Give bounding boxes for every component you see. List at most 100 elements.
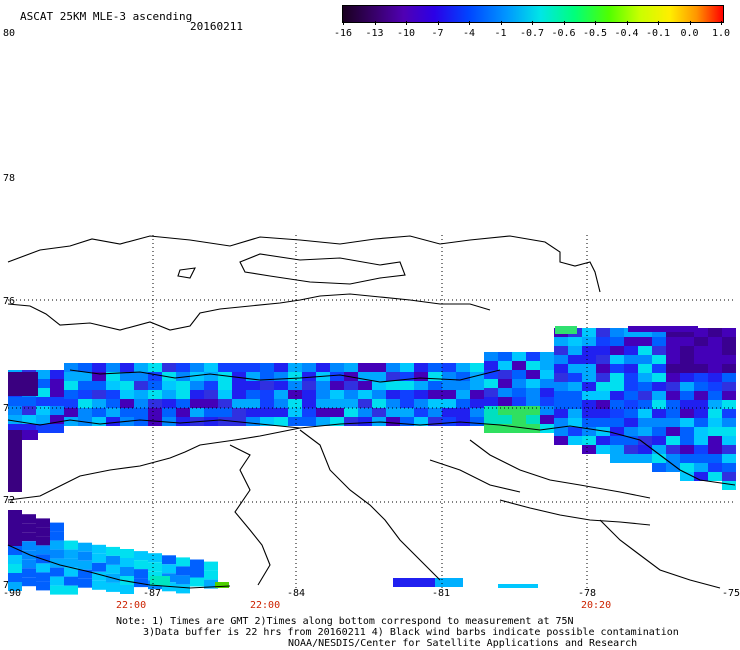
data-cell — [400, 408, 414, 417]
data-cell — [330, 381, 344, 390]
data-cell — [92, 553, 106, 563]
data-cell — [484, 424, 498, 433]
data-cell — [330, 390, 344, 399]
data-cell — [624, 346, 638, 355]
grid-lines — [8, 235, 735, 588]
data-cell — [666, 418, 680, 427]
data-cell — [50, 549, 64, 559]
data-cell — [694, 400, 708, 409]
data-cell — [106, 555, 120, 565]
data-cell — [624, 445, 638, 454]
data-cells — [8, 326, 736, 595]
data-cell — [666, 445, 680, 454]
data-cell — [680, 418, 694, 427]
data-cell — [148, 372, 162, 381]
data-cell — [22, 514, 36, 524]
data-cell — [106, 363, 120, 372]
data-cell — [232, 390, 246, 399]
data-cell — [470, 408, 484, 417]
data-cell — [568, 436, 582, 445]
data-cell — [722, 472, 736, 481]
data-cell — [50, 585, 64, 595]
data-cell — [414, 408, 428, 417]
colorbar-tick-mark — [500, 21, 502, 25]
data-cell — [64, 567, 78, 577]
coastlines — [7, 235, 736, 589]
data-cell — [288, 372, 302, 381]
data-cell — [582, 382, 596, 391]
colorbar-tick-mark — [343, 21, 344, 25]
data-cell — [204, 363, 218, 372]
data-cell — [64, 576, 78, 586]
data-cell — [498, 397, 512, 406]
data-cell — [400, 372, 414, 381]
data-cell — [428, 372, 442, 381]
data-cell — [694, 391, 708, 400]
data-cell — [638, 400, 652, 409]
data-cell — [708, 427, 722, 436]
data-cell — [92, 571, 106, 581]
data-cell — [218, 390, 232, 399]
data-cell — [470, 363, 484, 372]
data-cell — [120, 558, 134, 567]
data-cell — [176, 417, 190, 426]
data-cell — [652, 364, 666, 373]
data-cell — [582, 364, 596, 373]
data-cell — [470, 390, 484, 399]
data-cell — [134, 390, 148, 399]
data-cell — [8, 430, 22, 492]
data-cell — [638, 409, 652, 418]
data-cell — [190, 381, 204, 390]
data-cell — [694, 364, 708, 373]
data-cell — [190, 559, 204, 569]
data-cell — [134, 408, 148, 417]
data-cell — [92, 363, 106, 372]
data-cell — [302, 363, 316, 372]
data-cell — [386, 381, 400, 390]
data-cell — [722, 481, 736, 490]
data-cell — [358, 417, 372, 426]
data-cell — [36, 536, 50, 546]
data-cell — [78, 390, 92, 399]
colorbar-tick-label: -7 — [431, 28, 444, 39]
data-cell — [106, 390, 120, 399]
data-cell — [554, 355, 568, 364]
data-cell — [36, 379, 50, 388]
data-cell — [36, 545, 50, 555]
data-cell — [106, 564, 120, 574]
data-cell — [274, 372, 288, 381]
colorbar-tick-mark — [437, 21, 439, 25]
data-cell — [260, 390, 274, 399]
data-cell — [568, 355, 582, 364]
data-cell — [694, 409, 708, 418]
data-cell — [78, 551, 92, 561]
data-cell — [582, 391, 596, 400]
data-cell — [442, 390, 456, 399]
data-cell — [512, 379, 526, 388]
data-cell — [694, 346, 708, 355]
data-cell — [484, 370, 498, 379]
data-cell — [694, 472, 708, 481]
data-cell — [8, 519, 22, 528]
data-cell — [134, 381, 148, 390]
data-cell — [414, 363, 428, 372]
data-cell — [260, 399, 274, 408]
colorbar — [342, 5, 724, 23]
data-cell — [22, 541, 36, 551]
data-cell — [232, 399, 246, 408]
colorbar-tick-label: -13 — [365, 28, 384, 39]
data-cell — [64, 585, 78, 595]
data-cell — [400, 417, 414, 426]
note-line-1: Note: 1) Times are GMT 2)Times along bot… — [116, 616, 574, 627]
data-cell — [610, 391, 624, 400]
data-cell — [722, 382, 736, 391]
data-cell — [624, 436, 638, 445]
data-cell — [176, 408, 190, 417]
data-cell — [708, 418, 722, 427]
lon-label-75: -75 — [722, 588, 740, 599]
data-cell — [22, 523, 36, 533]
data-cell — [680, 355, 694, 364]
data-cell — [568, 346, 582, 355]
data-cell — [50, 522, 64, 532]
